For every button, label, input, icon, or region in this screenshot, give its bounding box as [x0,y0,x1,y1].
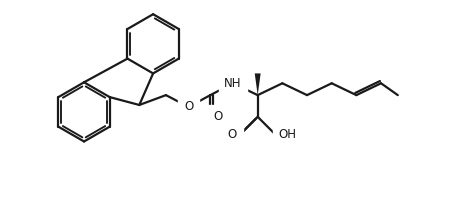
Text: O: O [228,128,237,141]
Text: O: O [213,110,222,123]
Text: OH: OH [278,128,297,141]
Polygon shape [255,73,261,95]
Text: O: O [184,100,193,113]
Text: NH: NH [224,77,242,90]
